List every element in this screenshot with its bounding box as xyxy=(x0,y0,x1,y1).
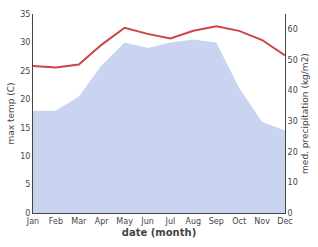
svg-text:60: 60 xyxy=(288,25,298,34)
svg-text:Nov: Nov xyxy=(254,217,270,226)
svg-text:Jul: Jul xyxy=(165,217,176,226)
svg-text:0: 0 xyxy=(25,209,30,218)
svg-text:Jun: Jun xyxy=(140,217,154,226)
svg-text:max temp (C): max temp (C) xyxy=(6,82,16,144)
svg-text:Dec: Dec xyxy=(277,217,292,226)
svg-text:20: 20 xyxy=(20,95,30,104)
svg-text:35: 35 xyxy=(20,10,30,19)
svg-text:5: 5 xyxy=(25,180,30,189)
svg-text:Feb: Feb xyxy=(49,217,63,226)
svg-text:25: 25 xyxy=(20,67,30,76)
svg-text:30: 30 xyxy=(20,38,30,47)
svg-text:20: 20 xyxy=(288,148,298,157)
svg-text:May: May xyxy=(116,217,133,226)
svg-text:50: 50 xyxy=(288,56,298,65)
svg-text:Oct: Oct xyxy=(232,217,246,226)
svg-text:0: 0 xyxy=(288,209,293,218)
svg-text:15: 15 xyxy=(20,124,30,133)
svg-text:Aug: Aug xyxy=(186,217,202,226)
svg-text:Jan: Jan xyxy=(26,217,39,226)
svg-text:Sep: Sep xyxy=(209,217,224,226)
svg-text:date (month): date (month) xyxy=(122,227,196,238)
svg-text:10: 10 xyxy=(288,178,298,187)
svg-text:Mar: Mar xyxy=(71,217,87,226)
svg-text:10: 10 xyxy=(20,152,30,161)
svg-text:med. precipitation (kg/m2): med. precipitation (kg/m2) xyxy=(300,53,310,174)
svg-text:30: 30 xyxy=(288,117,298,126)
svg-text:40: 40 xyxy=(288,86,298,95)
svg-text:Apr: Apr xyxy=(95,217,110,226)
